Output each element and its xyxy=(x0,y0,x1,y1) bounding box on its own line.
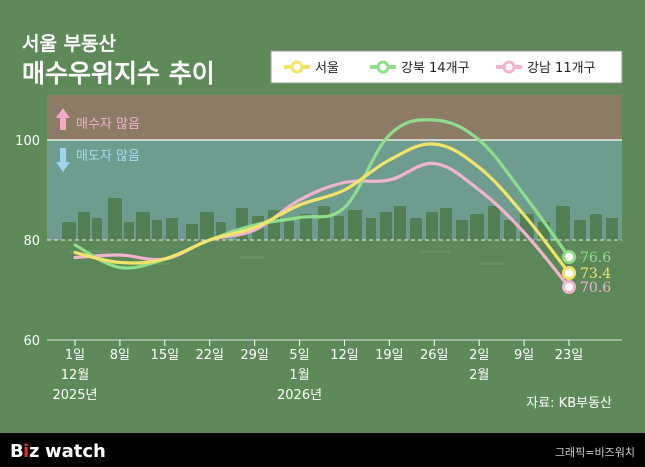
gridlines xyxy=(47,139,622,341)
legend-label-seoul: 서울 xyxy=(315,61,339,76)
x-tick-label: 8일 xyxy=(110,348,130,363)
arrow-up-icon xyxy=(56,108,70,130)
legend-item-gangbuk: 강북 14개구 xyxy=(370,60,470,76)
title-line-1: 서울 부동산 xyxy=(22,33,117,55)
series-lines xyxy=(73,118,576,294)
x-tick-label: 12일 xyxy=(330,348,359,363)
legend-item-gangnam: 강남 11개구 xyxy=(496,60,596,76)
legend-marker-gangbuk xyxy=(376,60,390,74)
y-axis-ticks: 60 80 100 xyxy=(15,134,40,349)
x-tick-label: 22일 xyxy=(195,348,224,363)
title-line-2: 매수우위지수 추이 xyxy=(22,59,215,88)
legend-marker-gangnam xyxy=(502,60,516,74)
x-tick-label: 26일 xyxy=(420,348,449,363)
buyer-majority-label: 매수자 많음 xyxy=(56,108,140,132)
end-label-seoul: 73.4 xyxy=(580,266,611,282)
buyer-majority-text: 매수자 많음 xyxy=(76,117,140,132)
seller-majority-text: 매도자 많음 xyxy=(76,149,140,164)
x-tick-label: 1일 xyxy=(65,348,85,363)
legend-box xyxy=(270,50,623,84)
logo-letter-i: i xyxy=(23,441,29,462)
y-tick-label-80: 80 xyxy=(23,234,40,249)
x-tick-label: 19일 xyxy=(375,348,404,363)
buyer-majority-band xyxy=(47,95,622,140)
y-tick-label-100: 100 xyxy=(15,134,40,149)
legend-item-seoul: 서울 xyxy=(284,60,339,76)
end-value-labels: 73.476.6 70.6 xyxy=(580,250,611,296)
x-axis-ticks: 1일 12월 2025년 8일 15일 22일 29일 5일 1월 2026년 12일 19일 26일 2… xyxy=(52,340,583,403)
end-label-gangbuk: 76.6 xyxy=(580,250,611,266)
logo-letter-z: z xyxy=(29,441,39,462)
x-tick-label: 23일 xyxy=(555,348,584,363)
end-label-gangnam: 70.6 xyxy=(580,280,611,296)
city-skyline-illustration xyxy=(62,198,618,240)
x-tick-label: 12월 xyxy=(61,368,90,383)
legend-label-gangnam: 강남 11개구 xyxy=(527,61,596,76)
logo-watch: watch xyxy=(45,441,106,462)
legend: 서울 강북 14개구 강남 11개구 xyxy=(270,50,623,84)
series-line-seoul xyxy=(73,142,571,275)
footer-bar xyxy=(0,433,645,467)
x-tick-label: 5일 xyxy=(289,348,309,363)
graphic-credit: 그래픽=비즈워치 xyxy=(555,446,635,459)
legend-label-gangbuk: 강북 14개구 xyxy=(401,61,470,76)
x-tick-label: 15일 xyxy=(151,348,180,363)
x-tick-label: 1월 xyxy=(289,368,309,383)
legend-marker-seoul xyxy=(290,60,304,74)
y-tick-label-60: 60 xyxy=(23,334,40,349)
x-tick-label: 2월 xyxy=(469,368,489,383)
bizwatch-logo: B i z watch xyxy=(10,441,106,462)
end-marker-gangbuk xyxy=(562,250,576,264)
seller-majority-label: 매도자 많음 xyxy=(56,148,140,172)
x-tick-label: 2026년 xyxy=(277,388,322,403)
source-note: 자료: KB부동산 xyxy=(526,396,612,411)
end-marker-gangnam xyxy=(562,280,576,294)
arrow-down-icon xyxy=(56,148,70,172)
x-tick-label: 2일 xyxy=(469,348,489,363)
end-marker-seoul xyxy=(562,266,576,280)
x-tick-label: 29일 xyxy=(240,348,269,363)
x-tick-label: 9일 xyxy=(514,348,534,363)
logo-letter-b: B xyxy=(10,441,24,462)
x-tick-label: 2025년 xyxy=(52,388,97,403)
